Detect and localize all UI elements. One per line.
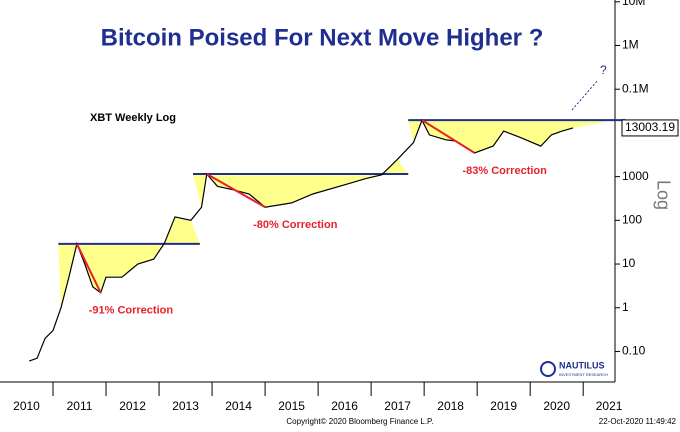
x-tick-label: 2020 (543, 399, 570, 413)
correction-fill (192, 159, 409, 208)
correction-label: -83% Correction (463, 165, 548, 177)
correction-line (206, 173, 266, 209)
x-tick-label: 2015 (278, 399, 305, 413)
y-tick-label: 1M (622, 38, 639, 52)
y-tick-label: 1000 (622, 169, 649, 183)
timestamp: 22-Oct-2020 11:49:42 (599, 417, 677, 426)
price-line (28, 118, 574, 362)
correction-line (421, 119, 476, 154)
y-tick-label: 1 (622, 300, 629, 314)
y-tick-label: 10M (622, 0, 645, 8)
logo-icon (540, 361, 556, 377)
correction-label: -91% Correction (89, 305, 174, 317)
y-axis-label: Log (653, 180, 673, 210)
x-tick-label: 2016 (331, 399, 358, 413)
arrow (571, 79, 599, 111)
correction-label: -80% Correction (253, 219, 338, 231)
x-tick-label: 2012 (119, 399, 146, 413)
y-tick-label: 10 (622, 256, 636, 270)
x-tick-label: 2018 (437, 399, 464, 413)
last-value-label: 13003.19 (625, 120, 675, 134)
last-value-box (621, 119, 679, 137)
annotation: ? (600, 63, 607, 77)
copyright: Copyright© 2020 Bloomberg Finance L.P. (286, 417, 433, 426)
x-tick-label: 2017 (384, 399, 411, 413)
y-tick-label: 0.1M (622, 81, 649, 95)
x-tick-label: 2011 (67, 399, 93, 413)
correction-fill (58, 216, 200, 308)
x-tick-label: 2014 (225, 399, 252, 413)
x-tick-label: 2021 (596, 399, 623, 413)
x-tick-label: 2010 (13, 399, 40, 413)
subtitle: XBT Weekly Log (90, 112, 176, 124)
chart-title: Bitcoin Poised For Next Move Higher ? (101, 24, 544, 51)
x-tick-label: 2013 (172, 399, 199, 413)
x-tick-label: 2019 (490, 399, 517, 413)
correction-line (75, 243, 102, 294)
logo-name: NAUTILUS (559, 360, 605, 370)
y-tick-label: 0.10 (622, 344, 646, 358)
correction-fill (408, 120, 615, 153)
logo-tagline: INVESTMENT RESEARCH (559, 372, 608, 377)
y-tick-label: 100 (622, 213, 642, 227)
